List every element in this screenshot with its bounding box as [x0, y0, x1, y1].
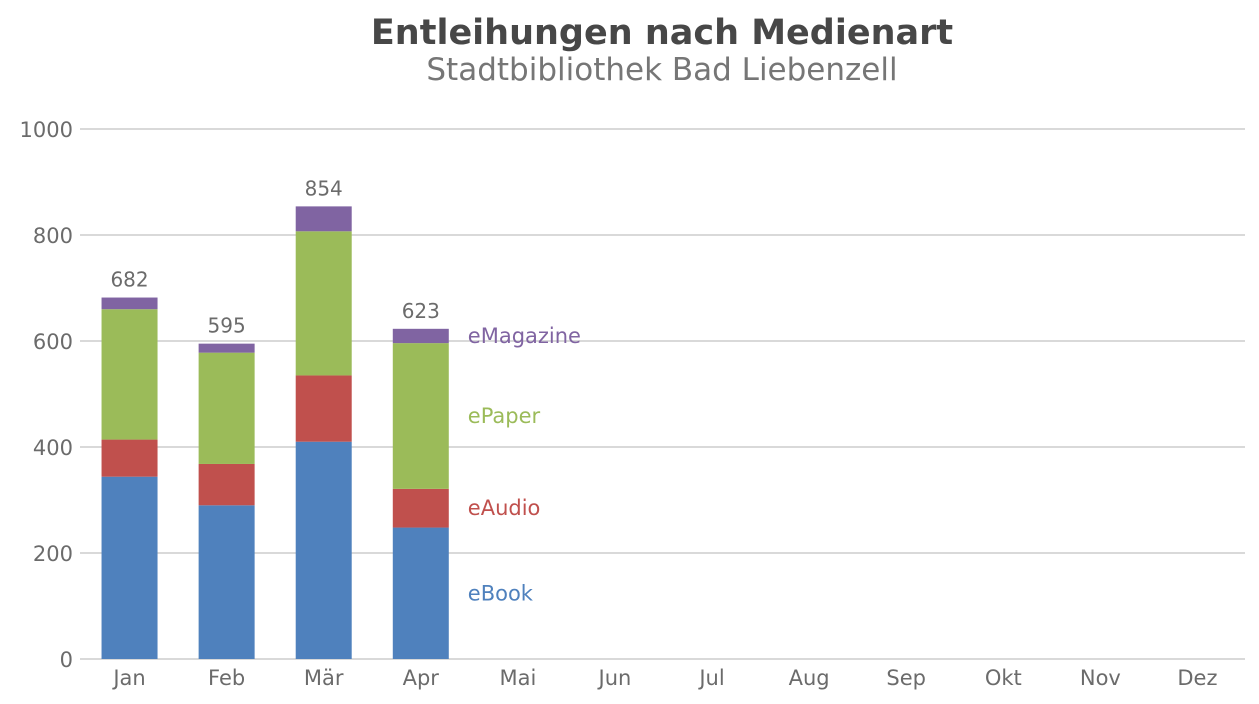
- bar-segment-eaudio: [392, 488, 449, 528]
- series-labels: eBook eAudio ePaper eMagazine: [468, 324, 581, 605]
- x-axis-ticks: Jan Feb Mär Apr Mai Jun Jul Aug Sep Okt Nov Dez: [111, 666, 1217, 690]
- bar-segment-emagazine: [198, 343, 255, 353]
- x-tick-label: Jun: [597, 666, 632, 690]
- bar-segment-eaudio: [295, 375, 352, 442]
- x-tick-label: Feb: [208, 666, 245, 690]
- total-label: 854: [305, 176, 343, 200]
- bar-segment-emagazine: [101, 297, 158, 310]
- bar-segment-ebook: [101, 476, 158, 659]
- bar-segment-eaudio: [101, 439, 158, 477]
- x-tick-label: Dez: [1177, 666, 1217, 690]
- chart-title: Entleihungen nach Medienart: [371, 13, 953, 53]
- total-labels: 682 595 854 623: [110, 176, 439, 337]
- series-label-ebook: eBook: [468, 581, 534, 605]
- series-label-eaudio: eAudio: [468, 496, 541, 520]
- y-tick-label: 1000: [20, 118, 73, 142]
- bar-segment-epaper: [101, 309, 158, 440]
- x-tick-label: Sep: [886, 666, 926, 690]
- y-tick-label: 200: [33, 542, 73, 566]
- total-label: 682: [110, 268, 148, 292]
- y-tick-label: 800: [33, 224, 73, 248]
- bar-segment-eaudio: [198, 463, 255, 506]
- bar-segment-epaper: [198, 352, 255, 464]
- x-tick-label: Jan: [111, 666, 145, 690]
- x-tick-label: Jul: [697, 666, 724, 690]
- gridlines: [80, 128, 1245, 660]
- bar-segment-emagazine: [392, 328, 449, 344]
- bar-segment-epaper: [392, 343, 449, 489]
- series-label-emagazine: eMagazine: [468, 324, 581, 348]
- total-label: 623: [402, 299, 440, 323]
- x-tick-label: Apr: [403, 666, 440, 690]
- total-label: 595: [208, 314, 246, 338]
- bar-segment-emagazine: [295, 206, 352, 232]
- bar-segment-epaper: [295, 231, 352, 376]
- y-tick-label: 0: [60, 648, 73, 672]
- bar-segment-ebook: [392, 527, 449, 659]
- bars: [101, 206, 449, 659]
- chart-subtitle: Stadtbibliothek Bad Liebenzell: [426, 52, 897, 88]
- x-tick-label: Aug: [789, 666, 830, 690]
- x-tick-label: Okt: [985, 666, 1022, 690]
- series-label-epaper: ePaper: [468, 404, 541, 428]
- x-tick-label: Nov: [1080, 666, 1121, 690]
- x-tick-label: Mai: [499, 666, 536, 690]
- y-tick-label: 600: [33, 330, 73, 354]
- y-tick-label: 400: [33, 436, 73, 460]
- x-tick-label: Mär: [304, 666, 344, 690]
- bar-segment-ebook: [198, 505, 255, 659]
- y-axis-ticks: 0 200 400 600 800 1000: [20, 118, 73, 672]
- bar-segment-ebook: [295, 441, 352, 659]
